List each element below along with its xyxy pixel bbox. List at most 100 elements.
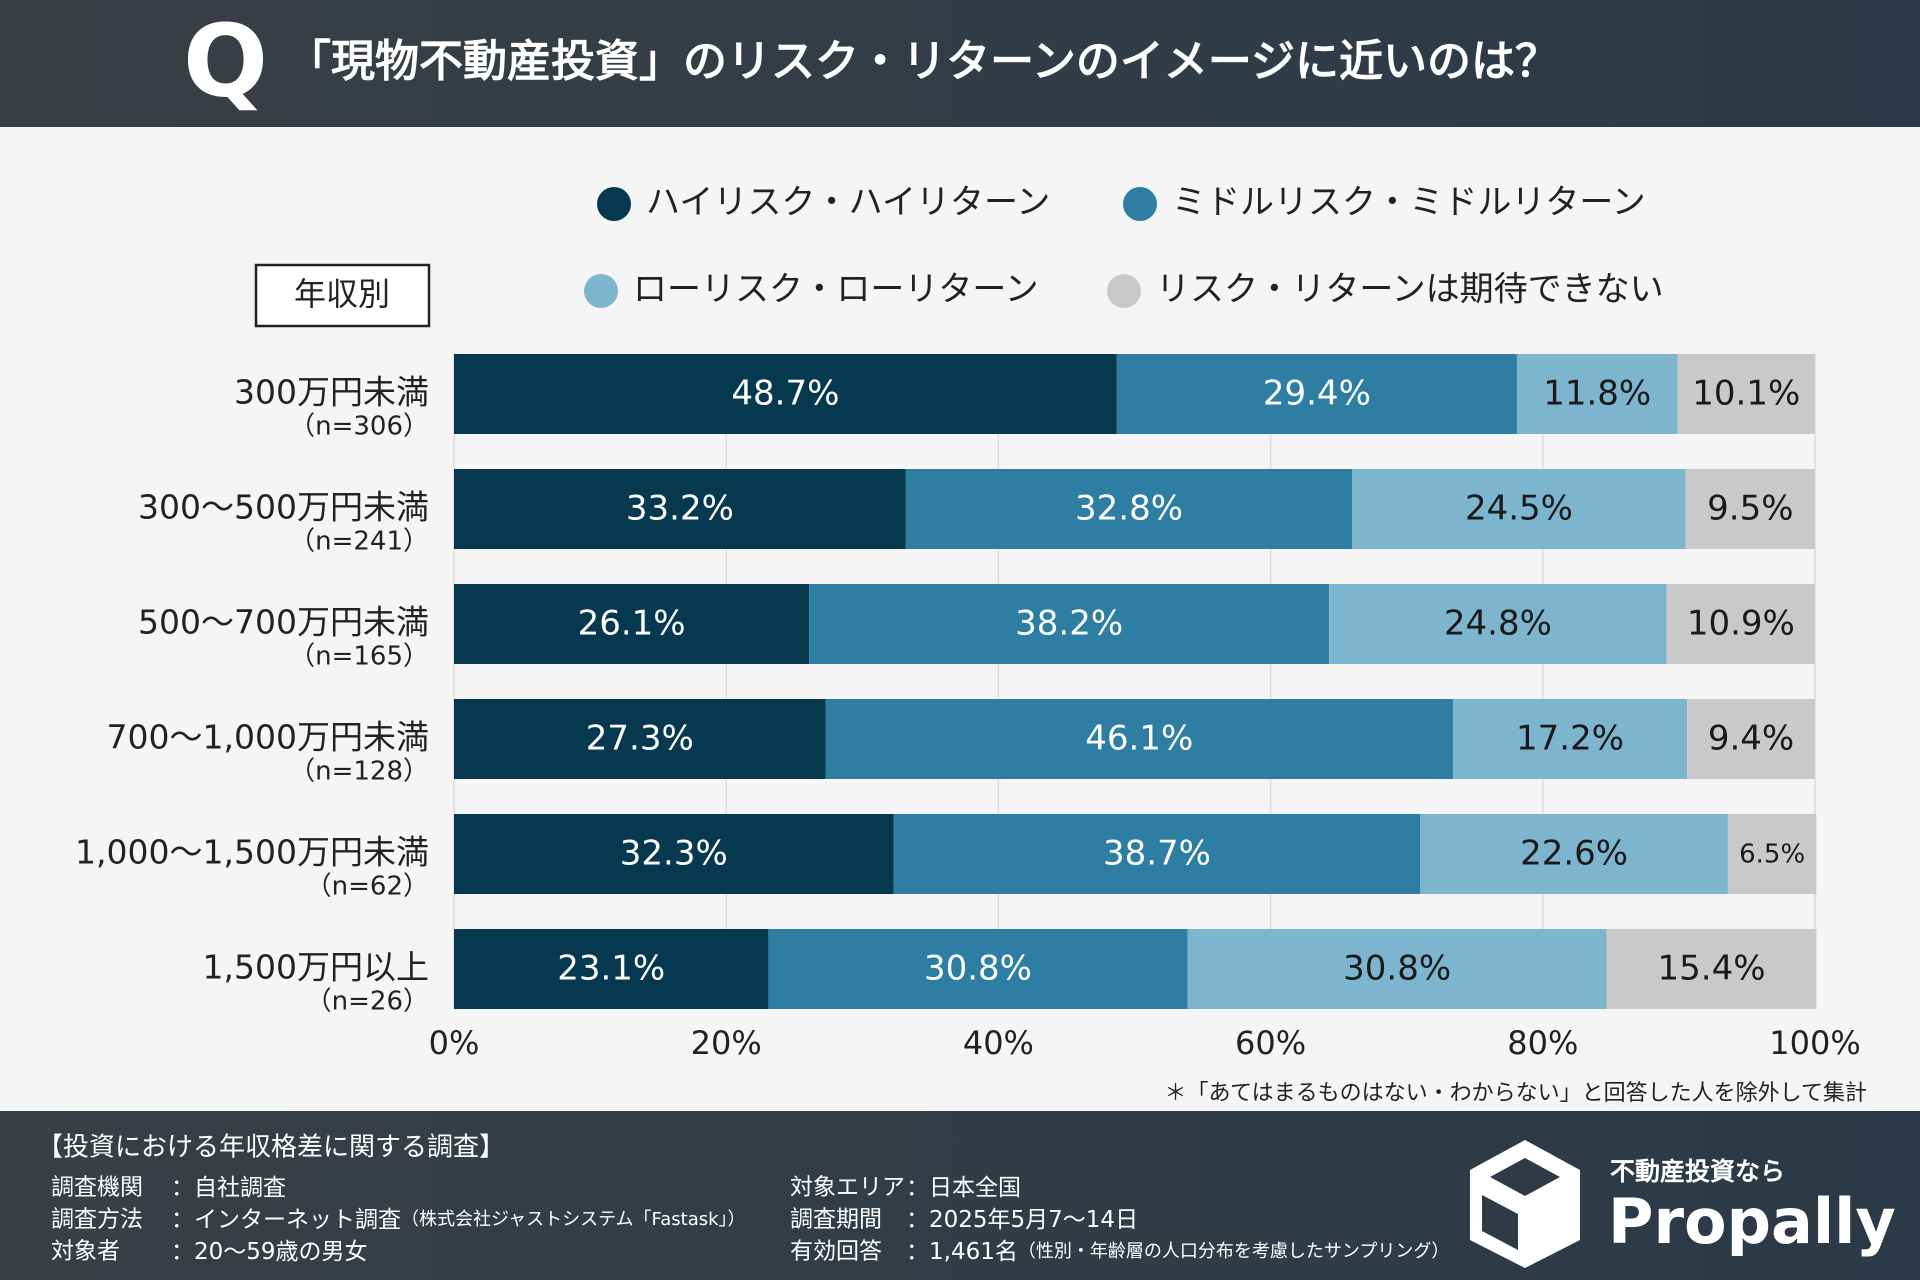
footer-item-label: 対象者 — [51, 1239, 120, 1265]
sample-size: （n=26） — [306, 987, 429, 1017]
logo-tagline: 不動産投資なら — [1610, 1157, 1785, 1186]
y-tick-label: 300〜500万円未満 — [138, 488, 429, 527]
value-label: 27.3% — [586, 719, 694, 759]
x-tick-label: 0% — [429, 1024, 480, 1062]
footer-item-label: 有効回答 — [790, 1239, 882, 1265]
bar-segment — [1677, 354, 1815, 434]
legend-label: ミドルリスク・ミドルリターン — [1172, 183, 1646, 223]
bar-segment — [1420, 814, 1728, 894]
bar-segment — [1687, 699, 1815, 779]
bar-segment — [1685, 469, 1815, 549]
bar-segment — [454, 929, 769, 1009]
value-label: 38.7% — [1103, 834, 1211, 874]
value-label: 46.1% — [1085, 719, 1193, 759]
footer-item-value: ：20〜59歳の男女 — [171, 1239, 368, 1265]
sample-size: （n=241） — [289, 527, 429, 557]
bar-segment — [1606, 929, 1817, 1009]
sample-size: （n=128） — [289, 757, 429, 787]
x-tick-label: 100% — [1769, 1024, 1860, 1062]
value-label: 15.4% — [1658, 949, 1766, 989]
value-label: 24.5% — [1465, 489, 1573, 529]
value-label: 32.8% — [1075, 489, 1183, 529]
footer-item-label: 調査期間 — [790, 1207, 882, 1233]
footer-item-value-text: ：インターネット調査 — [171, 1207, 401, 1233]
bar-segment — [1116, 354, 1517, 434]
y-tick-label: 700〜1,000万円未満 — [107, 718, 429, 757]
bar-segment — [905, 469, 1353, 549]
legend-swatch — [1107, 274, 1141, 308]
value-label: 9.5% — [1707, 489, 1793, 529]
bar-segment — [454, 584, 810, 664]
bar-segment — [1352, 469, 1686, 549]
value-label: 24.8% — [1444, 604, 1552, 644]
footer-item-value: ：日本全国 — [906, 1175, 1021, 1201]
footer-item-note: （株式会社ジャストシステム「Fastask」） — [401, 1209, 746, 1230]
value-label: 26.1% — [578, 604, 686, 644]
footer-item-value: ：1,461名（性別・年齢層の人口分布を考慮したサンプリング） — [906, 1239, 1449, 1265]
footer-item-value: ：2025年5月7〜14日 — [906, 1207, 1138, 1233]
bar-segment — [809, 584, 1330, 664]
footer-item-value-text: ：20〜59歳の男女 — [171, 1239, 368, 1265]
legend-swatch — [1123, 187, 1157, 221]
footer-item-label: 対象エリア — [790, 1175, 905, 1201]
value-label: 10.9% — [1687, 604, 1795, 644]
chart-title: 「現物不動産投資」のリスク・リターンのイメージに近いのは？ — [287, 36, 1559, 87]
value-label: 30.8% — [924, 949, 1032, 989]
q-mark: Q — [183, 2, 268, 119]
value-label: 9.4% — [1708, 719, 1794, 759]
footer-item-value: ：自社調査 — [171, 1175, 286, 1201]
bar-segment — [1329, 584, 1667, 664]
footer-item-value-text: ：日本全国 — [906, 1175, 1021, 1201]
logo-icon — [1470, 1140, 1580, 1268]
bar-segment — [1727, 814, 1817, 894]
sample-size: （n=62） — [306, 872, 429, 902]
x-tick-label: 40% — [963, 1024, 1034, 1062]
legend-label: ハイリスク・ハイリターン — [646, 183, 1050, 223]
bar-segment — [1516, 354, 1678, 434]
footer-item-value: ：インターネット調査（株式会社ジャストシステム「Fastask」） — [171, 1207, 746, 1233]
y-tick-label: 1,500万円以上 — [203, 948, 429, 987]
footer-item-value-text: ：2025年5月7〜14日 — [906, 1207, 1138, 1233]
footer-item-label: 調査方法 — [51, 1207, 143, 1233]
sample-size: （n=306） — [289, 412, 429, 442]
bar-segment — [454, 354, 1117, 434]
sample-size: （n=165） — [289, 642, 429, 672]
grid — [453, 354, 1816, 1009]
value-label: 33.2% — [626, 489, 734, 529]
bar-segment — [893, 814, 1421, 894]
value-label: 30.8% — [1343, 949, 1451, 989]
group-label: 年収別 — [294, 275, 390, 313]
bar-segment — [454, 469, 906, 549]
header-bg — [0, 0, 1920, 127]
value-label: 32.3% — [620, 834, 728, 874]
footer-item-value-text: ：1,461名 — [906, 1239, 1018, 1265]
value-label: 11.8% — [1543, 374, 1651, 414]
y-tick-label: 500〜700万円未満 — [138, 603, 429, 642]
value-label: 10.1% — [1692, 374, 1800, 414]
value-label: 22.6% — [1520, 834, 1628, 874]
legend-swatch — [584, 274, 618, 308]
legend-label: ローリスク・ローリターン — [633, 270, 1039, 310]
bar-segment — [454, 814, 894, 894]
bar-segment — [454, 699, 826, 779]
bar-segment — [825, 699, 1453, 779]
value-label: 48.7% — [731, 374, 839, 414]
footer-item-note: （性別・年齢層の人口分布を考慮したサンプリング） — [1018, 1241, 1449, 1262]
x-tick-label: 20% — [691, 1024, 762, 1062]
x-tick-label: 80% — [1507, 1024, 1578, 1062]
legend-swatch — [597, 187, 631, 221]
footer-item-value-text: ：自社調査 — [171, 1175, 286, 1201]
bar-segment — [1187, 929, 1607, 1009]
y-tick-label: 1,000〜1,500万円未満 — [75, 833, 429, 872]
group-box — [254, 263, 431, 328]
legend-label: リスク・リターンは期待できない — [1156, 270, 1664, 310]
value-label: 17.2% — [1516, 719, 1624, 759]
bar-segment — [1666, 584, 1815, 664]
bar-segment — [768, 929, 1188, 1009]
footer-item-label: 調査機関 — [51, 1175, 143, 1201]
footnote: ＊「あてはまるものはない・わからない」と回答した人を除外して集計 — [1165, 1081, 1867, 1106]
y-tick-label: 300万円未満 — [234, 373, 429, 412]
value-label: 23.1% — [557, 949, 665, 989]
logo-name: Propally — [1608, 1185, 1896, 1258]
